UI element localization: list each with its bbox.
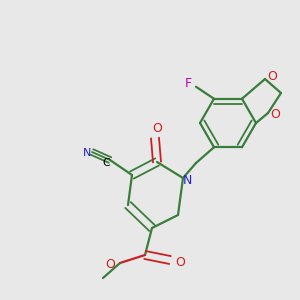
Text: O: O xyxy=(175,256,185,268)
Text: N: N xyxy=(83,148,91,158)
Text: O: O xyxy=(267,70,277,83)
Text: F: F xyxy=(184,77,192,90)
Text: O: O xyxy=(270,109,280,122)
Text: O: O xyxy=(105,259,115,272)
Text: N: N xyxy=(182,173,192,187)
Text: O: O xyxy=(152,122,162,134)
Text: C: C xyxy=(102,158,110,168)
